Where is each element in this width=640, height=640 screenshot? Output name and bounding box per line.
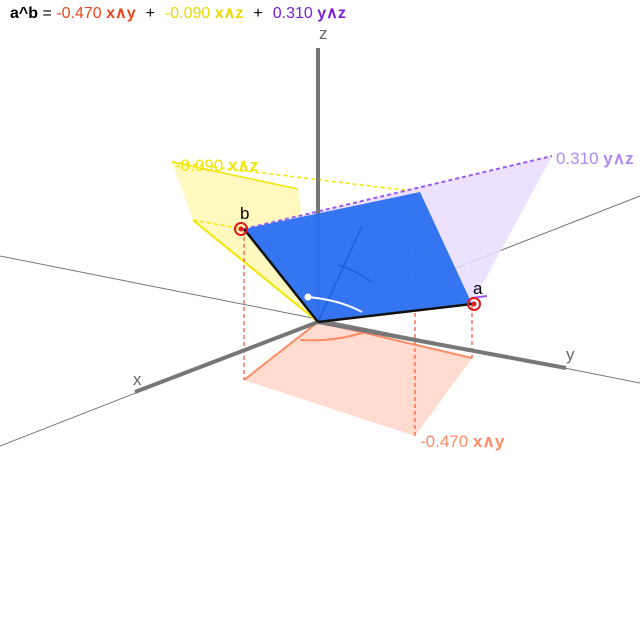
xy-rotation-arc <box>299 331 366 342</box>
yz-dashed-guide <box>243 155 553 230</box>
plus-sign: + <box>145 5 155 22</box>
xy-projection-edge <box>243 321 319 381</box>
x-axis <box>134 320 319 394</box>
xz-projection-edge <box>192 219 319 323</box>
xy-label-coefficient: -0.470 <box>420 432 468 451</box>
vector-b <box>243 228 319 323</box>
equation-lhs: a^b <box>10 5 39 22</box>
y-axis-label: y <box>566 345 575 364</box>
y-axis <box>317 320 567 370</box>
term-xy-blade: x∧y <box>106 5 136 22</box>
term-yz-coefficient: 0.310 <box>272 5 313 22</box>
x-axis-label: x <box>133 370 142 389</box>
xy-label-blade: x∧y <box>473 432 505 451</box>
term-xz-blade: x∧z <box>214 5 244 22</box>
vector-a-handle[interactable] <box>467 297 481 311</box>
xy-projection-label: -0.470 x∧y <box>420 432 505 451</box>
vector-b-label: b <box>240 204 249 223</box>
xz-label-blade: x∧z <box>228 156 258 175</box>
vector-a <box>317 302 473 324</box>
xz-projection-edge <box>171 161 299 190</box>
term-yz-blade: y∧z <box>317 5 346 22</box>
bivector-inner-line <box>317 225 363 323</box>
bivector-inner-arc <box>337 264 373 283</box>
vector-a-label: a <box>473 279 483 298</box>
yz-label-blade: y∧z <box>603 149 633 168</box>
yz-projection-label: 0.310 y∧z <box>556 149 634 168</box>
xz-projection-label: -0.090 x∧z <box>175 156 258 175</box>
xz-label-coefficient: -0.090 <box>175 156 223 175</box>
z-axis-label: z <box>319 24 328 43</box>
equation-equals: = <box>38 5 57 22</box>
rotation-arc-start <box>304 293 312 301</box>
wedge-product-equation: a^b = -0.470 x∧y + -0.090 x∧z +0.310 y∧z <box>10 3 346 25</box>
term-xz-coefficient: -0.090 <box>164 5 211 22</box>
xz-projection-plane <box>172 162 318 322</box>
yz-label-coefficient: 0.310 <box>556 149 599 168</box>
plus-sign: + <box>253 5 263 22</box>
bivector-parallelogram <box>244 192 472 322</box>
vector-b-handle[interactable] <box>234 222 248 236</box>
term-xy-coefficient: -0.470 <box>56 5 102 22</box>
rotation-arc <box>307 296 363 313</box>
